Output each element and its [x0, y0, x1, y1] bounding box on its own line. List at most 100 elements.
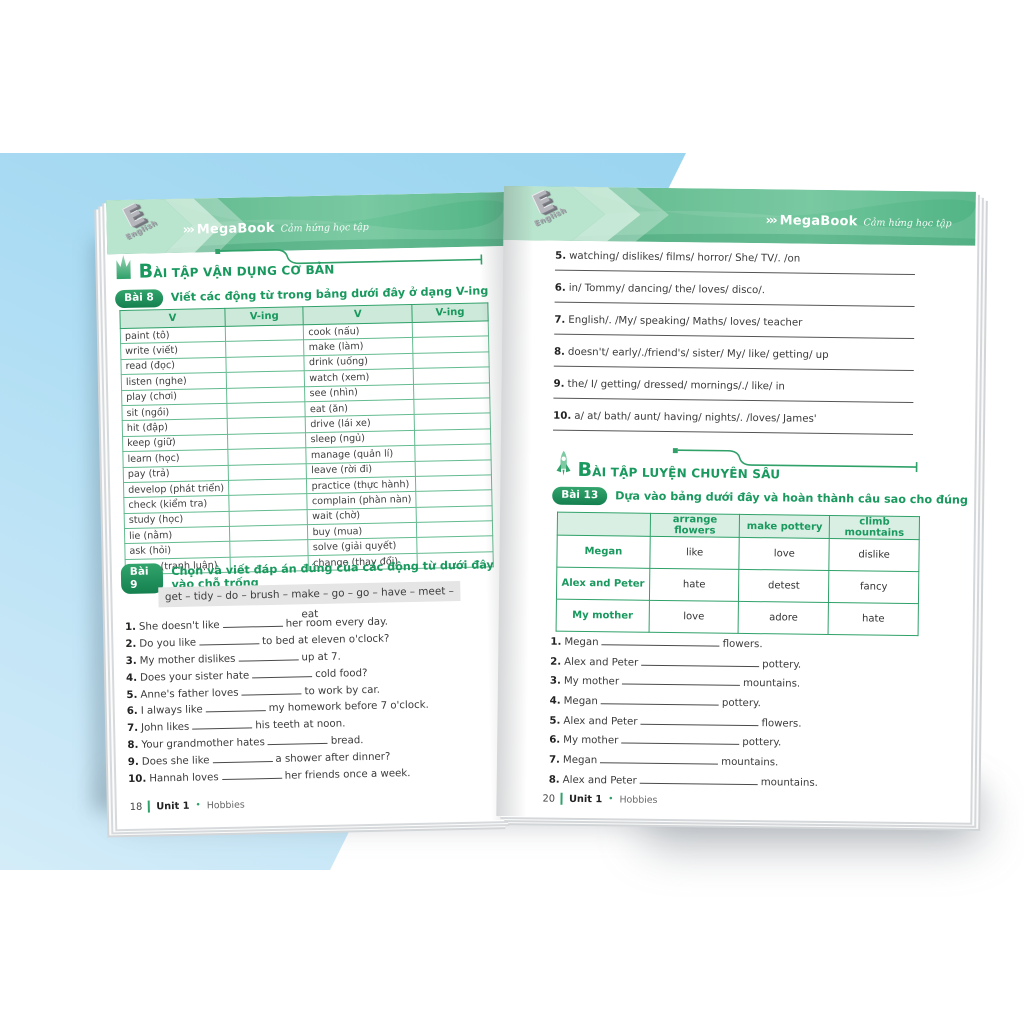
ving-blank-cell [416, 505, 493, 523]
ving-blank-cell [228, 463, 307, 481]
table-header-cell: climb mountains [829, 515, 920, 540]
footer-divider [148, 800, 151, 813]
ving-blank-cell [225, 340, 305, 358]
item-number: 7. [548, 754, 561, 766]
row-label: Alex and Peter [556, 567, 650, 601]
ving-blank-cell [227, 432, 307, 450]
answer-blank [600, 693, 720, 706]
answer-line [553, 428, 914, 436]
rearrange-item: 8. doesn't/ early/./friend's/ sister/ My/… [553, 346, 930, 384]
answer-blank [622, 673, 741, 687]
item-number: 6. [126, 706, 138, 718]
item-number: 8. [553, 346, 566, 358]
section-decorative-line [215, 248, 483, 265]
item-number: 1. [124, 621, 137, 634]
left-page: E English ››› MegaBook Cảm hứng học tập BÀ… [106, 192, 518, 829]
preference-table: arrange flowers make pottery climb mount… [555, 511, 920, 637]
ving-blank-cell [226, 370, 305, 388]
rearrange-item: 5. watching/ dislikes/ films/ horror/ She… [554, 251, 931, 288]
header-banner: E English ››› MegaBook Cảm hứng học tập [503, 186, 976, 246]
rearrange-list: 5. watching/ dislikes/ films/ horror/ She… [553, 251, 931, 448]
answer-blank [267, 733, 328, 746]
rearrange-item: 9. the/ I/ getting/ dressed/ mornings/./ … [553, 379, 929, 416]
header-banner: E English ››› MegaBook Cảm hứng học tập [106, 192, 506, 255]
section-heading-basic-practice: BÀI TẬP VẬN DỤNG CƠ BẢN [113, 250, 335, 283]
row-label: Megan [556, 535, 650, 569]
exercise-13-header: Bài 13 Dựa vào bảng dưới đây và hoàn thà… [552, 486, 968, 510]
section-title: BÀI TẬP LUYỆN CHUYÊN SÂU [577, 458, 781, 482]
table-header-cell [557, 512, 651, 537]
preference-cell: love [648, 600, 739, 634]
answer-blank [241, 682, 302, 696]
item-number: 10. [128, 773, 147, 786]
ving-blank-cell [415, 459, 492, 477]
ving-blank-cell [227, 447, 307, 465]
ving-blank-cell [412, 351, 490, 369]
ving-blank-cell [226, 401, 306, 419]
item-number: 2. [550, 656, 562, 668]
ving-blank-cell [413, 382, 490, 400]
answer-line [553, 364, 914, 372]
item-number: 7. [554, 314, 566, 326]
table-header-cell: V [119, 308, 226, 329]
crown-icon [116, 254, 131, 280]
answer-blank [600, 752, 719, 765]
answer-blank [641, 654, 760, 667]
table-header-cell: V-ing [411, 302, 489, 323]
page-footer: 18 Unit 1 • Hobbies [130, 799, 245, 813]
ving-blank-cell [226, 386, 306, 404]
answer-blank [221, 767, 282, 781]
table-header-cell: arrange flowers [649, 513, 740, 538]
right-page: E English ››› MegaBook Cảm hứng học tập 5.… [496, 186, 976, 822]
exercise-instruction: Viết các động từ trong bảng dưới đây ở d… [170, 284, 489, 305]
item-number: 5. [126, 689, 138, 701]
brand-chevrons-icon: ››› [765, 213, 776, 229]
ving-blank-cell [229, 509, 308, 527]
fill-item: 8. Alex and Peter mountains. [548, 772, 818, 789]
preference-cell: detest [738, 569, 829, 603]
page-number: 18 [129, 801, 143, 813]
table-row: My mother love adore hate [556, 599, 919, 636]
row-label: My mother [556, 599, 650, 633]
answer-blank [222, 615, 283, 628]
table-header-cell: V-ing [224, 306, 304, 327]
item-number: 6. [554, 282, 566, 294]
item-number: 9. [553, 378, 565, 390]
table-row: Megan like love dislike [556, 535, 920, 572]
rearrange-item: 7. English/. /My/ speaking/ Maths/ loves/… [554, 315, 930, 352]
brand-line: ››› MegaBook Cảm hứng học tập [766, 209, 952, 230]
fill-in-list: 1. She doesn't like her room every day. 2.… [125, 611, 510, 788]
answer-blank [639, 772, 758, 785]
verb-table: V V-ing V V-ing paint (tô) cook (nấu) wri… [119, 302, 494, 576]
item-number: 8. [548, 774, 560, 786]
answer-line [553, 396, 914, 404]
brand-chevrons-icon: ››› [182, 222, 193, 238]
item-number: 9. [127, 756, 139, 769]
brand-name: MegaBook [196, 220, 275, 238]
item-number: 10. [553, 410, 572, 422]
item-number: 4. [549, 695, 561, 707]
unit-topic: Hobbies [206, 799, 245, 811]
brand-line: ››› MegaBook Cảm hứng học tập [182, 215, 369, 238]
preference-cell: hate [828, 602, 919, 636]
ving-blank-cell [416, 536, 494, 554]
answer-line [554, 300, 915, 308]
ving-blank-cell [414, 413, 491, 431]
answer-blank [198, 633, 260, 646]
ving-blank-cell [227, 417, 306, 435]
item-number: 1. [550, 636, 562, 648]
section-decorative-line [672, 448, 918, 473]
answer-blank [640, 713, 759, 726]
preference-cell: like [649, 536, 740, 570]
banner-waves [106, 192, 506, 255]
answer-blank [621, 732, 740, 746]
brand-tagline: Cảm hứng học tập [863, 217, 952, 230]
answer-blank [212, 751, 273, 764]
item-number: 4. [125, 672, 138, 684]
section-title: BÀI TẬP VẬN DỤNG CƠ BẢN [138, 260, 335, 283]
ving-blank-cell [412, 320, 489, 338]
unit-label: Unit 1 [156, 800, 190, 812]
ving-blank-cell [228, 493, 308, 512]
ving-blank-cell [414, 443, 492, 461]
